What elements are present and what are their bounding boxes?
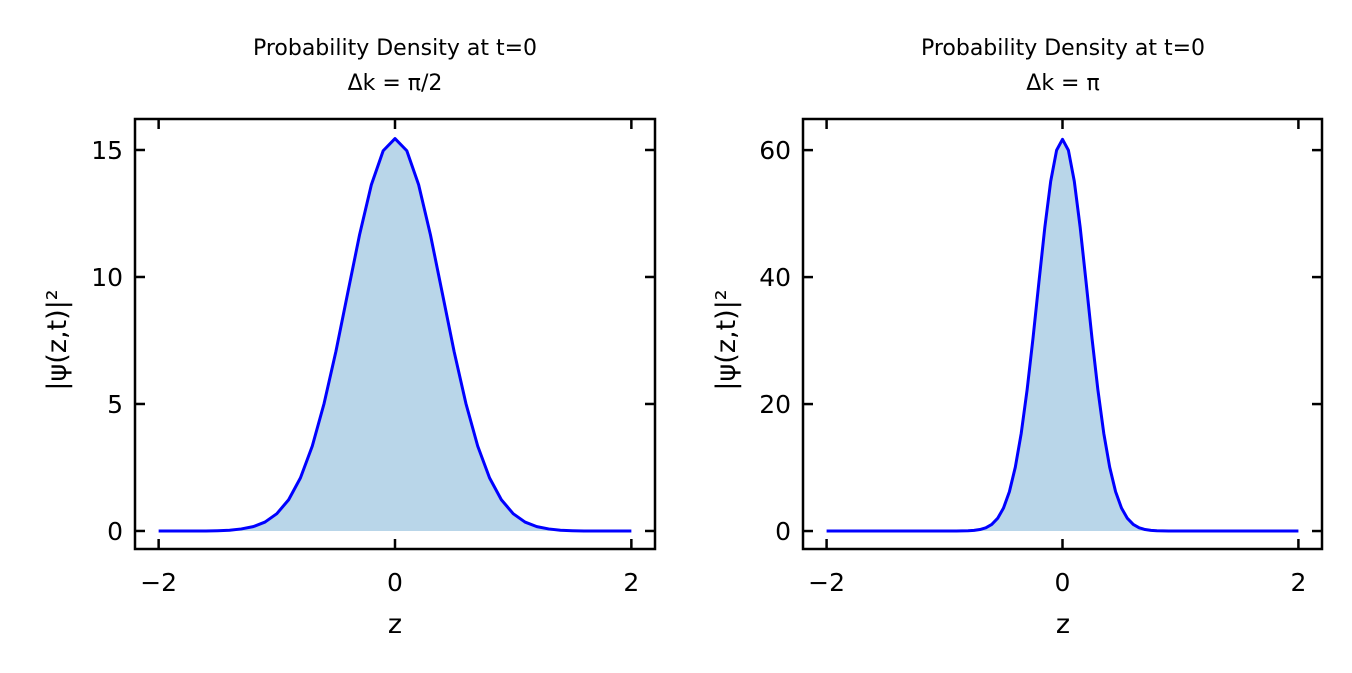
y-tick-label: 60 xyxy=(759,136,791,165)
y-tick-label: 40 xyxy=(759,263,791,292)
density-fill-area xyxy=(826,139,1299,532)
x-axis-label: z xyxy=(388,609,402,640)
subplot-delta-k-pi-over-2: Probability Density at t=0 Δk = π/2 z |ψ… xyxy=(42,36,657,640)
y-tick-label: 0 xyxy=(107,517,123,546)
y-tick-label: 15 xyxy=(91,136,123,165)
x-tick-label: 0 xyxy=(387,568,403,597)
y-tick-label: 10 xyxy=(91,263,123,292)
subplot-subtitle: Δk = π xyxy=(1026,71,1099,96)
density-line xyxy=(826,137,1299,533)
x-tick-label: −2 xyxy=(140,568,177,597)
density-line xyxy=(158,137,632,533)
subplot-subtitle: Δk = π/2 xyxy=(348,71,443,96)
density-fill-area xyxy=(158,138,632,531)
subplot-title: Probability Density at t=0 xyxy=(253,36,537,61)
x-tick-label: 0 xyxy=(1055,568,1071,597)
y-axis-label: |ψ(z,t)|² xyxy=(711,289,742,390)
x-axis-label: z xyxy=(1056,609,1070,640)
y-axis-label: |ψ(z,t)|² xyxy=(42,289,73,390)
subplot-title: Probability Density at t=0 xyxy=(921,36,1205,61)
x-tick-label: 2 xyxy=(1290,568,1306,597)
y-tick-label: 5 xyxy=(107,390,123,419)
x-tick-label: −2 xyxy=(808,568,845,597)
y-tick-label: 20 xyxy=(759,390,791,419)
y-tick-label: 0 xyxy=(775,517,791,546)
x-tick-label: 2 xyxy=(623,568,639,597)
subplot-delta-k-pi: Probability Density at t=0 Δk = π z |ψ(z… xyxy=(711,36,1324,640)
